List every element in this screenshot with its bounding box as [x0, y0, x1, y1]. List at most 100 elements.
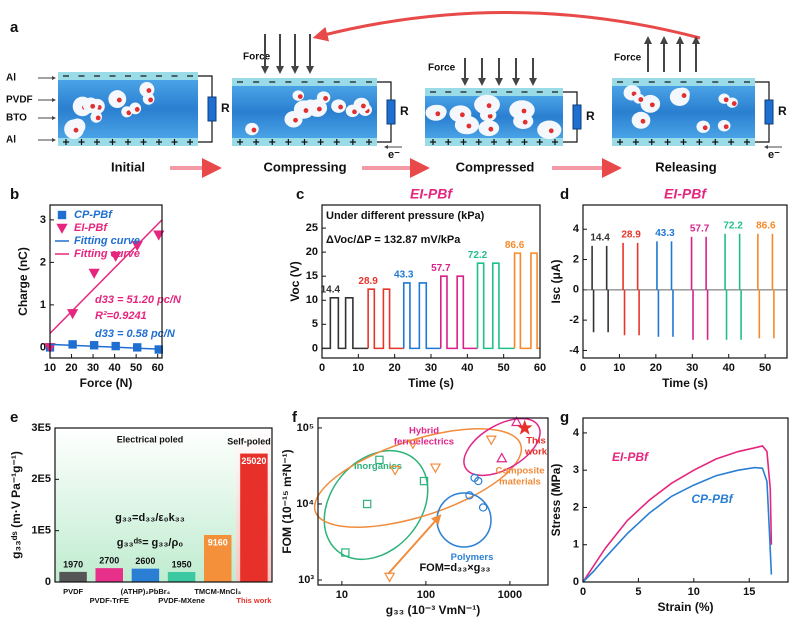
y-tick-label: 0: [573, 576, 579, 588]
y-tick-label: 25: [306, 222, 318, 234]
dipole: [488, 126, 494, 132]
x-axis-label: g₃₃ (10⁻³ VmN⁻¹): [386, 603, 480, 617]
y-tick-label: -2: [569, 314, 579, 326]
region-ellipses: [313, 417, 541, 575]
panel-letter: e: [10, 409, 18, 426]
marker: [510, 416, 523, 427]
group-label: Hybrid ferroelectrics: [394, 425, 454, 447]
positive-charge: [253, 139, 260, 145]
resistor: [572, 104, 582, 130]
positive-charge: [333, 139, 340, 145]
group-label: This work: [524, 435, 548, 457]
device: R: [612, 78, 787, 146]
annotation: R²=0.9241: [95, 310, 147, 322]
plot-frame: [582, 417, 789, 583]
x-tick-label: 30: [686, 362, 698, 374]
legend-label: EI-PBf: [74, 222, 108, 234]
y-tick-label: 20: [306, 246, 318, 258]
x-tick-label: 10: [688, 586, 700, 598]
layer-label: PVDF: [6, 95, 33, 106]
positive-charge: [125, 139, 131, 145]
y-tick-label: 10⁴: [296, 498, 314, 510]
hybrid-region: [463, 417, 541, 477]
dipole: [638, 97, 644, 102]
y-tick-label: 1E5: [31, 525, 51, 537]
positive-charge: [445, 139, 452, 145]
y-tick-label: 4: [573, 427, 580, 439]
cycle-arrow: [312, 11, 701, 42]
x-tick-label: 0: [580, 362, 586, 374]
annotation: FOM=d₃₃×g₃₃: [419, 562, 490, 574]
y-tick-label: 10: [306, 294, 318, 306]
positive-charge: [140, 139, 147, 145]
x-tick-label: (ATHP)₂PbBr₄: [121, 587, 171, 596]
positive-charge: [475, 139, 482, 145]
series-label: 43.3: [655, 228, 675, 239]
y-tick-label: 10³: [298, 574, 314, 586]
resistor: [207, 96, 217, 122]
dipole: [723, 124, 729, 130]
marker: [389, 465, 401, 476]
plot-frame: [54, 427, 273, 583]
bar: [204, 534, 232, 582]
x-tick-label: 40: [108, 362, 120, 374]
plot-frame: [317, 417, 549, 586]
annotation: g₃₃ᵈˢ= g₃₃/ρ₀: [117, 537, 184, 549]
legend-label: Fitting curve: [74, 235, 140, 247]
positive-charge: [285, 139, 292, 145]
annotation: Under different pressure (kPa): [326, 210, 485, 222]
dipole: [681, 93, 687, 98]
force-label: Force: [243, 52, 271, 63]
positive-charge: [664, 139, 671, 145]
marker: [362, 499, 372, 509]
value-label: 2600: [135, 556, 155, 566]
y-tick-label: 0: [573, 284, 579, 296]
x-tick-label: 20: [650, 362, 662, 374]
dipole: [352, 109, 357, 115]
positive-charge: [506, 139, 513, 145]
marker: [383, 572, 396, 583]
x-tick-label: 40: [461, 362, 473, 374]
value-label: 2700: [99, 556, 119, 566]
force-label: Force: [614, 53, 642, 64]
positive-charge: [696, 139, 703, 145]
x-tick-label: 1000: [498, 589, 522, 601]
marker: [341, 548, 350, 557]
marker: [88, 268, 100, 279]
legend-label: Fitting curve: [74, 248, 140, 260]
y-tick-label: 0: [312, 342, 318, 354]
marker: [68, 340, 77, 349]
resistor-label: R: [778, 104, 787, 118]
trace: [367, 288, 404, 350]
annotation: g₃₃=d₃₃/ε₀k₃₃: [115, 512, 185, 524]
x-tick-label: 0: [319, 362, 325, 374]
trace: [476, 262, 515, 350]
annotation: ΔVoc/ΔP = 132.87 mV/kPa: [326, 234, 461, 246]
dipole: [521, 108, 527, 114]
dipole: [126, 110, 132, 116]
stage-label: Initial: [111, 159, 145, 174]
circuit-wire: [198, 75, 213, 143]
marker: [478, 503, 488, 512]
bar: [131, 568, 160, 582]
dipole: [486, 103, 492, 109]
positive-charge: [680, 139, 687, 145]
positive-charge: [78, 139, 85, 145]
bar: [240, 453, 268, 582]
circuit-wire: [377, 81, 392, 143]
dipole: [522, 119, 528, 125]
marker: [110, 251, 122, 262]
x-tick-label: 20: [389, 362, 401, 374]
series-label: CP-PBf: [691, 492, 733, 506]
series-label: 28.9: [621, 230, 641, 241]
marker: [429, 463, 442, 474]
panel-letter: a: [10, 19, 19, 36]
force-label: Force: [428, 63, 456, 74]
trend-arrow: [387, 514, 442, 575]
positive-charge: [460, 139, 467, 145]
annotation: d33 = 51.20 pc/N: [95, 294, 182, 306]
y-tick-label: 2: [40, 256, 46, 268]
group-label: Inorganics: [354, 461, 402, 472]
resistor-label: R: [221, 101, 230, 115]
dipole: [90, 103, 96, 109]
